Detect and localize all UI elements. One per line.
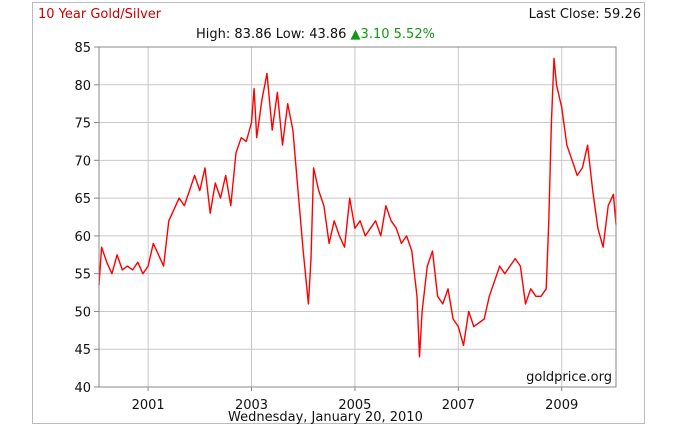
last-close-label: Last Close: <box>528 7 600 22</box>
plot-area <box>98 46 617 388</box>
y-tick-label: 65 <box>74 192 91 207</box>
x-axis-ticks: 2001 2003 2005 2007 2009 <box>132 387 578 413</box>
y-tick-label: 75 <box>74 117 91 132</box>
x-tick-label: 2007 <box>442 398 475 413</box>
price-stats: High: 83.86 Low: 43.86 ▲3.10 5.52% <box>196 27 435 42</box>
chart-frame <box>32 2 645 424</box>
grid <box>99 46 616 388</box>
x-tick-label: 2003 <box>235 398 268 413</box>
x-tick-label: 2001 <box>132 398 165 413</box>
last-close: Last Close: 59.26 <box>529 7 641 22</box>
y-tick-label: 70 <box>74 154 91 169</box>
series-line <box>98 57 617 358</box>
y-tick-label: 85 <box>74 41 91 56</box>
chart-title: 10 Year Gold/Silver <box>38 7 162 22</box>
y-tick-label: 45 <box>74 343 91 358</box>
last-close-value: 59.26 <box>603 7 641 22</box>
x-tick-label: 2005 <box>338 398 371 413</box>
high-value: 83.86 <box>234 27 272 42</box>
y-tick-label: 55 <box>74 268 91 283</box>
low-label: Low: <box>275 27 306 42</box>
y-axis-ticks: 40 45 50 55 60 65 70 75 80 85 <box>74 41 99 396</box>
up-arrow-icon: ▲ <box>350 27 361 42</box>
low-value: 43.86 <box>309 27 347 42</box>
change-value: 3.10 <box>360 27 390 42</box>
y-tick-label: 60 <box>74 230 91 245</box>
y-tick-label: 50 <box>74 305 91 320</box>
y-tick-label: 40 <box>74 381 91 396</box>
x-tick-label: 2009 <box>545 398 578 413</box>
watermark-text: goldprice.org <box>526 370 612 385</box>
high-label: High: <box>196 27 231 42</box>
price-change: ▲3.10 5.52% <box>351 27 435 42</box>
y-tick-label: 80 <box>74 79 91 94</box>
change-percent: 5.52% <box>393 27 435 42</box>
date-label: Wednesday, January 20, 2010 <box>228 410 423 425</box>
